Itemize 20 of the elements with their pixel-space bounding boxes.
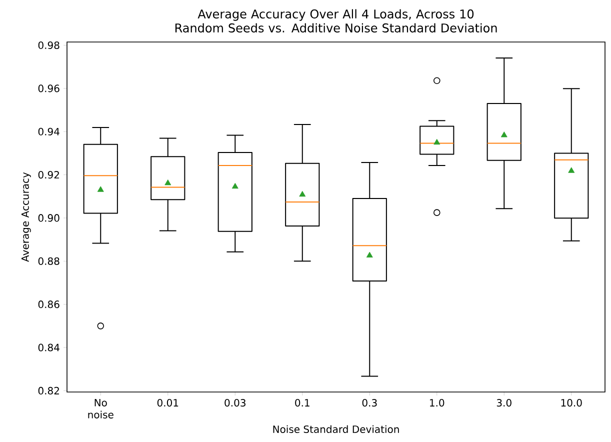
y-tick-label: 0.98	[38, 41, 60, 50]
x-tick-label: 0.1	[295, 399, 310, 407]
y-tick-label: 0.86	[38, 300, 60, 308]
y-tick-label: 0.82	[38, 386, 59, 394]
x-tick-label: 0.01	[157, 399, 178, 407]
x-tick-label: 1.0	[430, 399, 444, 407]
y-tick-label: 0.90	[38, 214, 60, 222]
y-tick-label: 0.96	[38, 84, 60, 92]
y-tick-label: 0.92	[38, 171, 59, 179]
chart-title: Average Accuracy Over All 4 Loads, Across 10 Random Seeds vs. Additive Noise Standard Deviation	[175, 9, 497, 32]
x-tick-label: No noise	[88, 399, 114, 418]
y-tick-label: 0.84	[38, 344, 60, 352]
x-axis-title: Noise Standard Deviation	[273, 425, 399, 434]
y-axis-title: Average Accuracy	[22, 172, 31, 262]
y-tick-label: 0.94	[38, 128, 60, 136]
x-tick-label: 0.03	[224, 399, 246, 407]
x-tick-label: 0.3	[362, 399, 377, 407]
x-tick-label: 10.0	[561, 399, 582, 407]
y-tick-label: 0.88	[38, 257, 60, 265]
x-tick-label: 3.0	[496, 399, 512, 407]
